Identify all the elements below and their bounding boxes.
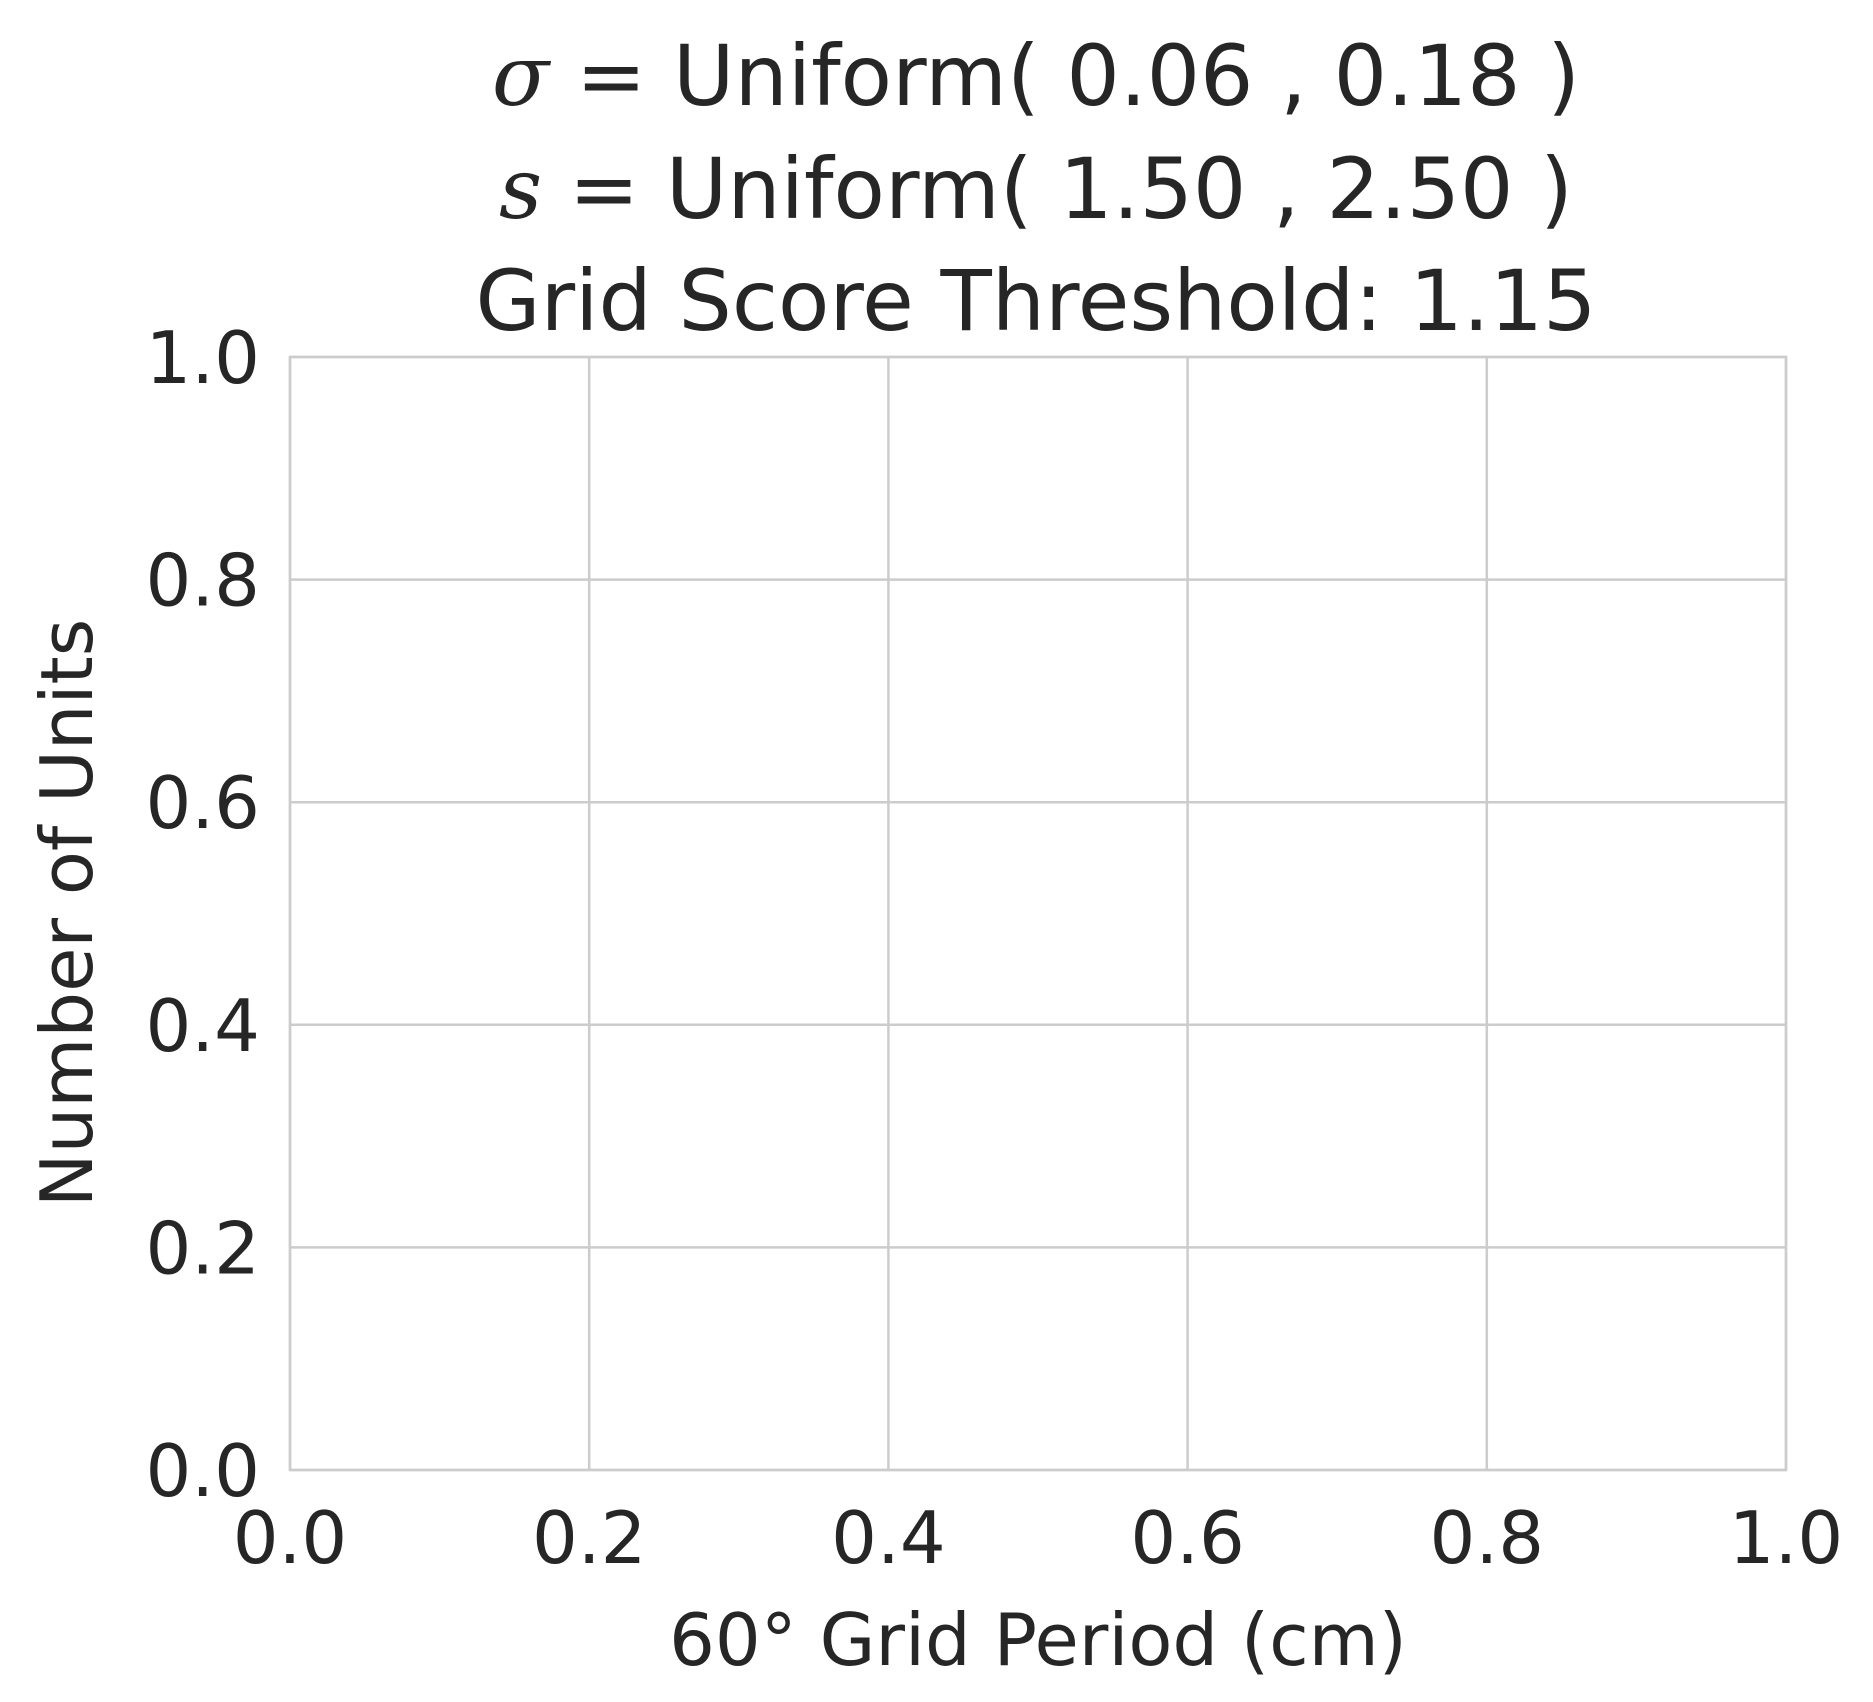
y-tick-label: 1.0	[145, 316, 260, 400]
y-tick-label: 0.0	[145, 1429, 260, 1513]
y-gridlines	[290, 355, 1786, 1472]
y-axis-label: Number of Units	[25, 619, 109, 1207]
y-tick-label: 0.6	[145, 761, 260, 845]
x-tick-label: 0.8	[1430, 1496, 1545, 1580]
title-line-3: Grid Score Threshold: 1.15	[476, 252, 1597, 350]
x-tick-label: 0.6	[1130, 1496, 1245, 1580]
x-tick-label: 1.0	[1729, 1496, 1844, 1580]
title-line-1-text: = Uniform( 0.06 , 0.18 )	[549, 27, 1580, 125]
y-tick-label: 0.8	[145, 539, 260, 623]
x-tick-label: 0.4	[831, 1496, 946, 1580]
y-tick-labels: 0.0 0.2 0.4 0.6 0.8 1.0	[145, 316, 260, 1513]
title-line-1-symbol: σ	[492, 27, 552, 125]
title-line-1: σ = Uniform( 0.06 , 0.18 )	[492, 27, 1580, 125]
x-tick-labels: 0.0 0.2 0.4 0.6 0.8 1.0	[233, 1496, 1844, 1580]
chart-title: σ = Uniform( 0.06 , 0.18 ) s = Uniform( …	[476, 27, 1597, 350]
title-line-2-text: = Uniform( 1.50 , 2.50 )	[542, 140, 1573, 238]
title-line-2-symbol: s	[499, 140, 542, 238]
x-axis-label: 60° Grid Period (cm)	[669, 1598, 1407, 1682]
x-gridlines	[288, 357, 1788, 1470]
title-line-2: s = Uniform( 1.50 , 2.50 )	[499, 140, 1573, 238]
y-tick-label: 0.2	[145, 1206, 260, 1290]
y-tick-label: 0.4	[145, 984, 260, 1068]
x-tick-label: 0.0	[233, 1496, 348, 1580]
x-tick-label: 0.2	[532, 1496, 647, 1580]
plot-area	[288, 355, 1788, 1472]
